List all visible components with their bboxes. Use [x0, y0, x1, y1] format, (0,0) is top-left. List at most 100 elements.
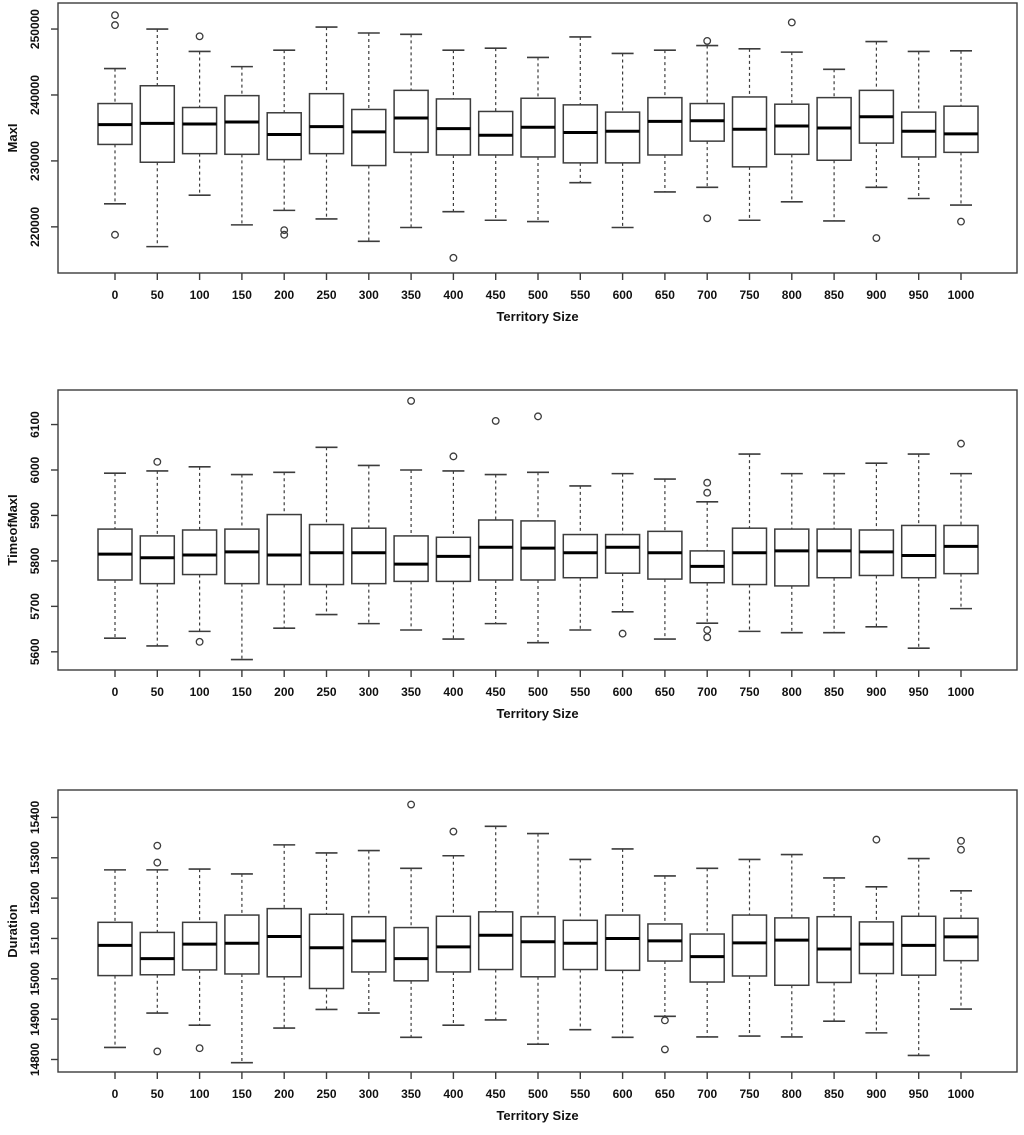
outlier-point	[195, 1044, 204, 1053]
x-tick-label: 450	[486, 1087, 506, 1101]
outlier-point	[872, 234, 881, 243]
panel-duration: 14800 14900 15000 15100 15200 15300 15400 Durat…	[5, 789, 1018, 1123]
iqr-box	[689, 102, 725, 142]
x-tick-label: 300	[359, 1087, 379, 1101]
x-axis-title: Territory Size	[496, 1108, 578, 1123]
outlier-point	[111, 11, 119, 20]
outlier-point	[153, 841, 162, 850]
boxplot-450	[477, 825, 514, 1021]
outlier-point	[703, 36, 712, 45]
x-tick-label: 900	[866, 1087, 886, 1101]
boxplot-600	[604, 472, 641, 638]
boxplot-0	[97, 11, 133, 239]
boxplot-600	[604, 52, 641, 229]
boxplot-800	[774, 853, 810, 1038]
x-tick-label: 900	[866, 288, 886, 302]
boxplot-800	[774, 472, 810, 634]
x-tick-label: 650	[655, 1087, 675, 1101]
boxplot-800	[774, 18, 810, 203]
iqr-box	[943, 524, 979, 575]
iqr-box	[858, 921, 895, 975]
boxplot-850	[816, 472, 852, 634]
x-tick-label: 600	[613, 288, 633, 302]
x-tick-label: 250	[316, 1087, 336, 1101]
boxplot-500	[520, 412, 556, 644]
boxplot-850	[816, 68, 852, 222]
y-tick-label: 5600	[28, 638, 42, 665]
outlier-point	[957, 439, 965, 448]
boxplot-950	[900, 857, 937, 1057]
x-tick-label: 500	[528, 685, 548, 699]
y-tick-label: 220000	[28, 207, 42, 247]
x-tick-label: 450	[486, 685, 506, 699]
boxplot-850	[816, 877, 852, 1022]
x-tick-label: 850	[824, 288, 844, 302]
x-tick-label: 850	[824, 685, 844, 699]
iqr-box	[351, 915, 387, 973]
boxplot-400	[435, 49, 472, 262]
x-tick-label: 350	[401, 288, 421, 302]
x-tick-label: 50	[151, 1087, 165, 1101]
outlier-point	[703, 626, 712, 634]
y-tick-label: 230000	[28, 141, 42, 181]
boxplot-600	[604, 848, 641, 1039]
boxplot-50	[139, 841, 176, 1056]
iqr-box	[308, 92, 345, 155]
iqr-box	[520, 915, 556, 978]
x-tick-label: 800	[782, 1087, 802, 1101]
boxplot-350	[393, 800, 429, 1039]
iqr-box	[393, 89, 429, 154]
y-tick-label: 240000	[28, 75, 42, 115]
x-axis-title: Territory Size	[496, 706, 578, 721]
x-tick-label: 0	[112, 685, 119, 699]
outlier-point	[153, 858, 162, 867]
outlier-point	[618, 629, 627, 638]
x-tick-label: 1000	[948, 1087, 975, 1101]
iqr-box	[647, 96, 683, 156]
y-tick-label: 5800	[28, 547, 42, 574]
x-tick-label: 200	[274, 288, 294, 302]
iqr-box	[435, 915, 472, 973]
boxplot-950	[900, 453, 937, 649]
iqr-box	[604, 914, 641, 972]
outlier-point	[872, 835, 881, 844]
boxplot-150	[224, 873, 260, 1064]
y-axis-title: MaxI	[5, 124, 20, 153]
x-tick-label: 700	[697, 685, 717, 699]
boxplot-0	[97, 472, 133, 639]
boxplot-750	[731, 858, 768, 1037]
iqr-box	[435, 98, 472, 156]
x-tick-label: 100	[190, 685, 210, 699]
boxplot-700	[689, 478, 725, 642]
x-tick-label: 0	[112, 1087, 119, 1101]
boxplot-700	[689, 867, 725, 1038]
x-tick-label: 700	[697, 1087, 717, 1101]
x-tick-label: 400	[443, 288, 463, 302]
outlier-point	[449, 827, 458, 836]
outlier-point	[195, 32, 204, 41]
x-tick-label: 50	[151, 685, 165, 699]
iqr-box	[181, 921, 218, 971]
iqr-box	[774, 103, 810, 156]
outlier-point	[153, 457, 162, 466]
iqr-box	[181, 106, 218, 155]
boxplot-550	[562, 858, 599, 1031]
iqr-box	[139, 535, 176, 585]
boxplot-550	[562, 485, 599, 631]
x-tick-label: 750	[739, 1087, 759, 1101]
x-tick-label: 200	[274, 1087, 294, 1101]
iqr-box	[774, 917, 810, 987]
x-tick-label: 950	[909, 1087, 929, 1101]
iqr-box	[900, 524, 937, 579]
boxplot-500	[520, 832, 556, 1045]
iqr-box	[477, 911, 514, 971]
x-tick-label: 600	[613, 1087, 633, 1101]
y-tick-label: 15000	[28, 962, 42, 996]
iqr-box	[562, 533, 599, 579]
outlier-point	[195, 637, 204, 646]
iqr-box	[816, 528, 852, 579]
boxplot-100	[181, 868, 218, 1053]
iqr-box	[604, 533, 641, 574]
boxplot-100	[181, 32, 218, 196]
